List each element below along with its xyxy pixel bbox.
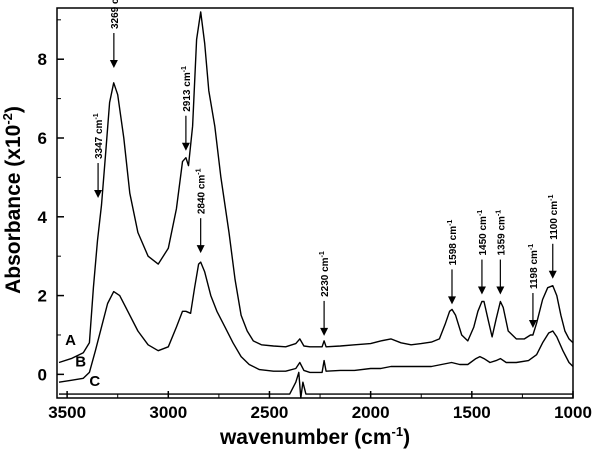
annotation-arrowhead [548, 270, 557, 279]
peak-annotation: 1598 cm-1 [447, 220, 459, 305]
series-layer: ABC [58, 11, 574, 399]
x-tick-label: 2000 [352, 403, 390, 422]
annotation-label: 1198 cm-1 [528, 244, 540, 289]
annotation-arrowhead [477, 286, 486, 295]
peak-annotation: 3269 cm-1 [109, 0, 121, 69]
y-tick-label: 0 [38, 365, 47, 384]
series-line-c [59, 371, 573, 399]
peak-annotation: 2913 cm-1 [181, 66, 193, 151]
x-axis-label: wavenumber (cm-1) [219, 424, 410, 449]
peak-annotation: 1450 cm-1 [477, 210, 489, 295]
annotation-arrowhead [196, 245, 205, 254]
annotation-label: 3269 cm-1 [109, 0, 121, 29]
annotation-label: 2840 cm-1 [196, 168, 208, 214]
y-tick-label: 8 [38, 50, 47, 69]
annotation-arrowhead [94, 190, 103, 199]
peak-annotation: 1198 cm-1 [528, 244, 540, 329]
annotation-arrowhead [320, 327, 329, 336]
annotation-label: 1359 cm-1 [495, 210, 507, 256]
annotation-label: 2230 cm-1 [319, 251, 331, 297]
x-tick-label: 1000 [554, 403, 592, 422]
annotation-label: 3347 cm-1 [93, 113, 105, 159]
annotation-layer: 3347 cm-1 3269 cm-1 2913 cm-1 2840 cm-1 2230… [93, 0, 560, 336]
x-tick-label: 1500 [453, 403, 491, 422]
series-line-a [58, 11, 574, 364]
y-tick-label: 4 [38, 208, 48, 227]
peak-annotation: 2840 cm-1 [196, 168, 208, 254]
peak-annotation: 1100 cm-1 [548, 195, 560, 279]
annotation-label: 1100 cm-1 [548, 195, 560, 240]
annotation-label: 1450 cm-1 [477, 210, 489, 256]
curve-label-b: B [75, 353, 86, 370]
y-tick-label: 6 [38, 129, 47, 148]
x-tick-label: 3500 [48, 403, 86, 422]
annotation-arrowhead [447, 296, 456, 305]
x-tick-label: 3000 [149, 403, 187, 422]
y-axis-label: Absorbance (x10-2) [0, 106, 25, 294]
peak-annotation: 3347 cm-1 [93, 113, 105, 199]
axes-group: 3500 3000 2500 2000 1500 1000 0 2 4 6 8 [38, 19, 592, 422]
peak-annotation: 2230 cm-1 [319, 251, 331, 336]
peak-annotation: 1359 cm-1 [495, 210, 507, 295]
curve-label-c: C [89, 373, 100, 390]
annotation-arrowhead [528, 320, 537, 329]
annotation-arrowhead [496, 286, 505, 295]
annotation-label: 2913 cm-1 [181, 66, 193, 112]
annotation-label: 1598 cm-1 [447, 220, 459, 266]
x-tick-label: 2500 [251, 403, 289, 422]
plot-frame [56, 7, 574, 399]
y-tick-label: 2 [38, 287, 47, 306]
annotation-arrowhead [109, 60, 118, 69]
curve-label-a: A [65, 332, 76, 349]
series-line-b [58, 261, 574, 383]
annotation-arrowhead [181, 142, 190, 151]
